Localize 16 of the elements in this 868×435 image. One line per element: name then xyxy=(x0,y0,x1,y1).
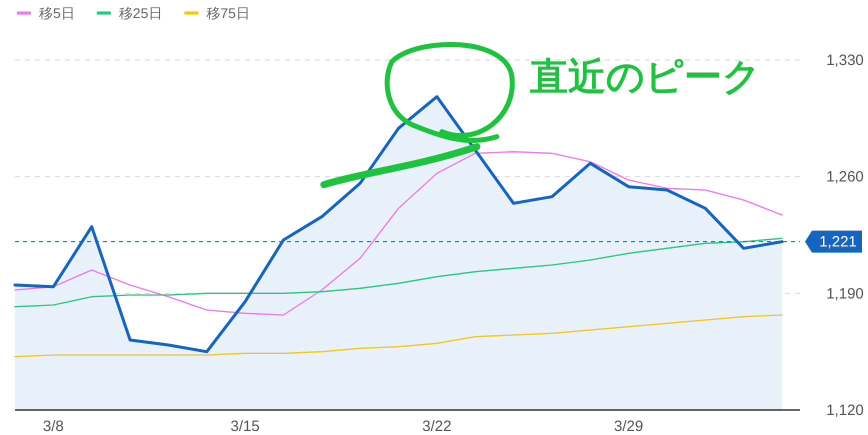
y-tick-label: 1,330 xyxy=(826,52,864,69)
annotation: 直近のピーク xyxy=(528,56,761,99)
legend-label: 移5日 xyxy=(39,5,75,21)
x-tick-label: 3/29 xyxy=(614,418,644,435)
y-tick-label: 1,260 xyxy=(826,168,864,186)
x-tick-label: 3/8 xyxy=(42,418,64,435)
y-tick-label: 1,120 xyxy=(826,402,864,419)
x-tick-label: 3/15 xyxy=(230,418,260,435)
line-series xyxy=(14,238,783,308)
line-series xyxy=(14,314,783,358)
y-tick-label: 1,190 xyxy=(826,285,864,302)
x-tick-label: 3/22 xyxy=(422,418,452,435)
legend-label: 移75日 xyxy=(206,5,250,21)
legend-label: 移25日 xyxy=(118,5,162,21)
ref-line-label: 1,221 xyxy=(819,234,857,251)
line-series xyxy=(14,151,783,316)
